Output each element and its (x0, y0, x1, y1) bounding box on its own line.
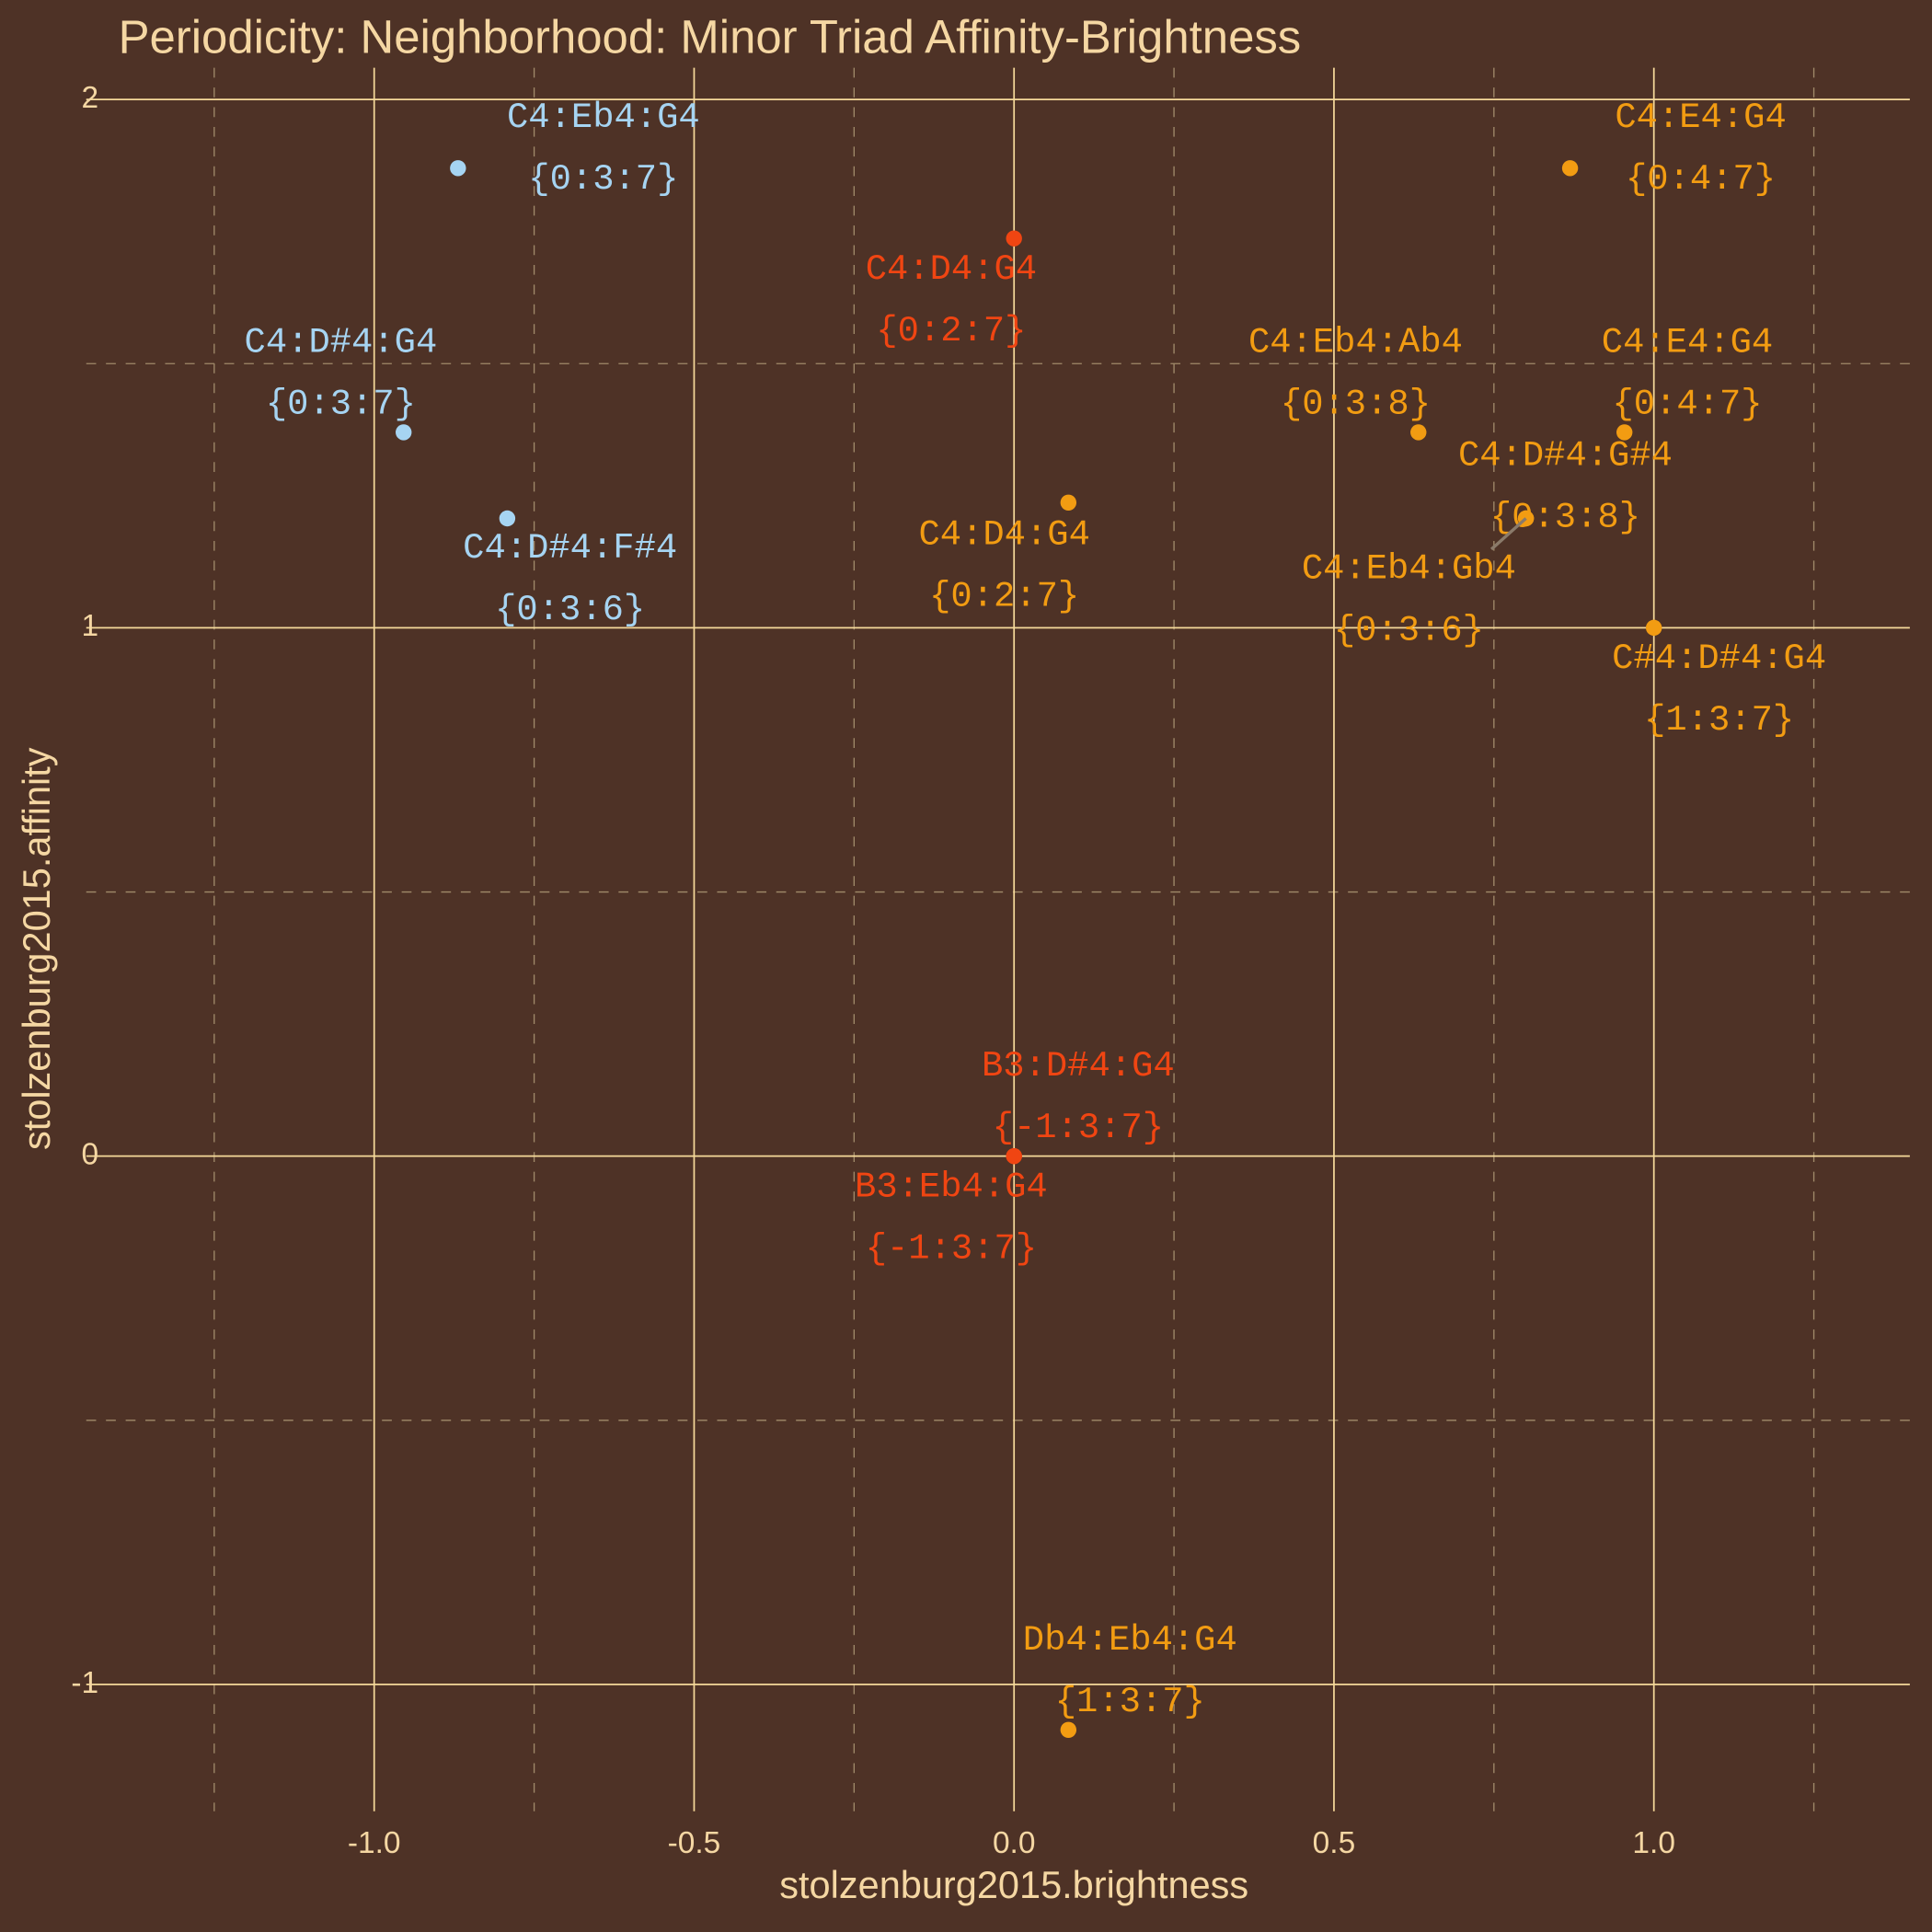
point (1006, 1147, 1022, 1165)
point-label: C4:E4:G4 (1602, 322, 1773, 362)
point (1616, 424, 1633, 441)
point-label: C4:D#4:F#4 (463, 528, 677, 569)
y-tick-label: -1 (71, 1666, 98, 1700)
point-label: C#4:D#4:G4 (1612, 638, 1826, 679)
point-sublabel: {1:3:7} (1055, 1682, 1205, 1722)
label-connector (1489, 517, 1527, 551)
point-sublabel: {-1:3:7} (866, 1228, 1037, 1269)
y-tick-label: 0 (82, 1137, 99, 1171)
x-tick-label: 0.5 (1313, 1826, 1356, 1860)
point-label: C4:D#4:G4 (245, 322, 438, 362)
point-sublabel: {0:3:8} (1281, 384, 1431, 424)
point (499, 510, 516, 527)
point-sublabel: {-1:3:7} (993, 1108, 1164, 1148)
point-label: C4:Eb4:Gb4 (1302, 549, 1516, 590)
x-tick-label: -0.5 (668, 1826, 721, 1860)
point (1060, 1721, 1077, 1739)
point-label: C4:Eb4:G4 (507, 98, 700, 138)
point-label: C4:D#4:G#4 (1458, 435, 1673, 476)
y-tick-label: 1 (82, 609, 99, 643)
point (450, 160, 466, 177)
point-sublabel: {0:3:7} (528, 159, 678, 200)
point-label: Db4:Eb4:G4 (1023, 1620, 1237, 1661)
point-sublabel: {0:3:6} (1334, 611, 1484, 651)
x-axis-title: stolzenburg2015.brightness (779, 1863, 1248, 1906)
point-label: B3:Eb4:G4 (855, 1167, 1048, 1207)
point-sublabel: {0:3:7} (266, 384, 416, 424)
x-tick-label: 1.0 (1632, 1826, 1675, 1860)
point (1410, 424, 1427, 441)
point (1006, 230, 1022, 247)
point (1060, 494, 1077, 511)
point (1645, 619, 1662, 637)
point-label: C4:Eb4:Ab4 (1248, 322, 1463, 362)
y-axis-title: stolzenburg2015.affinity (15, 747, 58, 1150)
point-label: B3:D#4:G4 (982, 1046, 1175, 1087)
x-tick-label: -1.0 (348, 1826, 401, 1860)
point-sublabel: {0:4:7} (1612, 384, 1762, 424)
point-sublabel: {0:3:8} (1490, 497, 1640, 537)
chart-title: Periodicity: Neighborhood: Minor Triad A… (119, 11, 1302, 63)
x-tick-label: 0.0 (993, 1826, 1036, 1860)
point-sublabel: {0:2:7} (876, 311, 1026, 351)
point-sublabel: {1:3:7} (1644, 700, 1794, 741)
point (1561, 160, 1579, 177)
point-label: C4:D4:G4 (918, 514, 1089, 555)
y-tick-label: 2 (82, 81, 99, 115)
point-sublabel: {0:3:6} (495, 590, 645, 630)
point-sublabel: {0:2:7} (929, 576, 1079, 616)
point (396, 424, 412, 441)
point-label: C4:E4:G4 (1615, 98, 1786, 138)
point-label: C4:D4:G4 (866, 249, 1037, 290)
point-sublabel: {0:4:7} (1626, 159, 1776, 200)
